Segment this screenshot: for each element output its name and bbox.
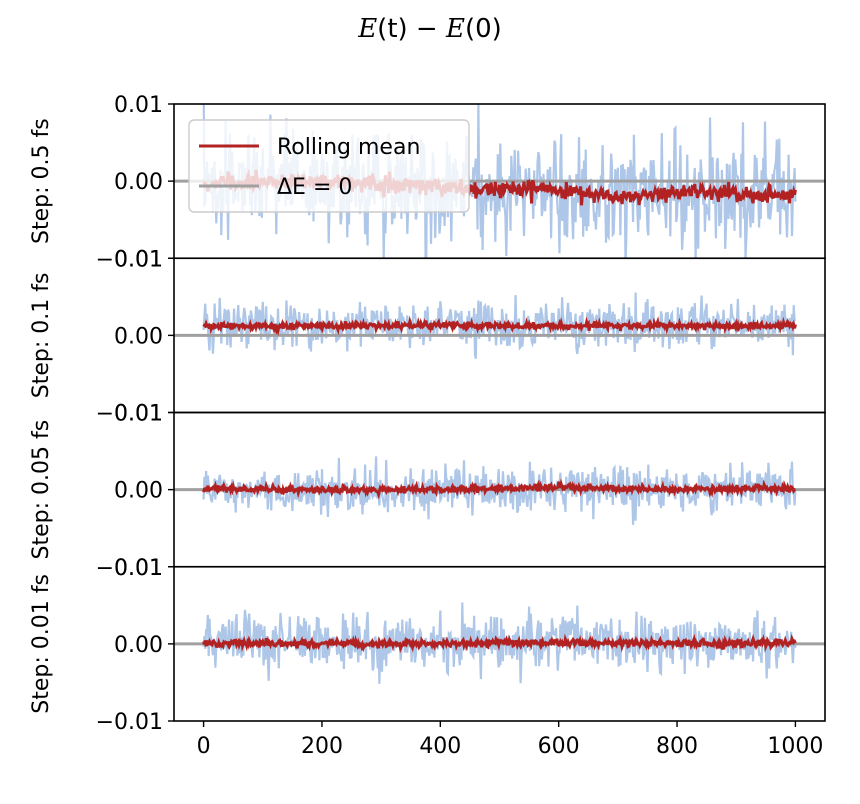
- legend-label-delta-e: ΔE = 0: [277, 175, 352, 200]
- y-tick-label-3-2: 0.01: [114, 556, 163, 581]
- y-tick-label-0-0: −0.01: [96, 247, 163, 272]
- legend-box: [188, 119, 470, 213]
- x-tick-label-1: 200: [301, 734, 343, 759]
- x-tick-label-0: 0: [197, 734, 211, 759]
- y-tick-label-0-1: 0.00: [114, 170, 163, 195]
- legend-label-rolling-mean: Rolling mean: [277, 135, 420, 160]
- chart-title: E(t) − E(0): [358, 14, 502, 44]
- y-tick-label-2-0: −0.01: [96, 556, 163, 581]
- rolling-mean-series-2: [202, 478, 797, 500]
- y-axis-label-1: Step: 0.1 fs: [29, 273, 54, 399]
- y-tick-label-1-0: −0.01: [96, 402, 163, 427]
- x-tick-label-2: 400: [419, 734, 461, 759]
- x-tick-label-5: 1000: [767, 734, 823, 759]
- y-tick-label-3-0: −0.01: [96, 710, 163, 735]
- y-tick-label-3-1: 0.00: [114, 633, 163, 658]
- y-tick-label-2-1: 0.00: [114, 479, 163, 504]
- rolling-mean-series-3: [202, 633, 797, 654]
- y-tick-label-1-1: 0.00: [114, 324, 163, 349]
- rolling-mean-series-1: [202, 315, 797, 337]
- y-axis-label-0: Step: 0.5 fs: [29, 118, 54, 244]
- x-tick-label-3: 600: [538, 734, 580, 759]
- y-tick-label-1-2: 0.01: [114, 247, 163, 272]
- raw-energy-series-3: [202, 602, 797, 684]
- y-tick-label-2-2: 0.01: [114, 402, 163, 427]
- y-axis-label-3: Step: 0.01 fs: [29, 574, 54, 714]
- x-tick-label-4: 800: [656, 734, 698, 759]
- y-axis-label-2: Step: 0.05 fs: [29, 420, 54, 560]
- y-tick-label-0-2: 0.01: [114, 93, 163, 118]
